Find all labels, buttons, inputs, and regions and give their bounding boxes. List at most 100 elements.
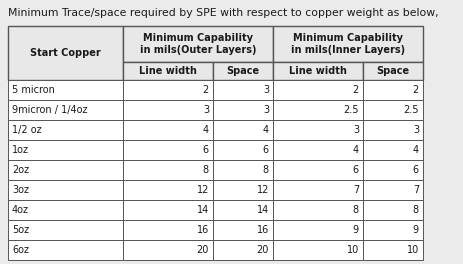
Text: 16: 16 — [256, 225, 269, 235]
Bar — [123, 140, 213, 160]
Text: 9: 9 — [352, 225, 358, 235]
Bar — [213, 180, 272, 200]
Text: 2.5: 2.5 — [403, 105, 418, 115]
Bar — [272, 120, 362, 140]
Bar — [123, 26, 272, 62]
Text: Line width: Line width — [288, 66, 346, 76]
Bar — [8, 140, 123, 160]
Bar — [272, 62, 362, 80]
Text: 6: 6 — [202, 145, 208, 155]
Bar — [362, 140, 422, 160]
Text: 14: 14 — [196, 205, 208, 215]
Text: 9micron / 1/4oz: 9micron / 1/4oz — [12, 105, 88, 115]
Bar — [272, 240, 362, 260]
Text: Space: Space — [375, 66, 409, 76]
Text: 4: 4 — [263, 125, 269, 135]
Bar — [123, 120, 213, 140]
Text: 4: 4 — [412, 145, 418, 155]
Text: 3: 3 — [412, 125, 418, 135]
Text: 8: 8 — [412, 205, 418, 215]
Bar — [123, 240, 213, 260]
Bar — [213, 62, 272, 80]
Text: 6: 6 — [263, 145, 269, 155]
Bar — [8, 26, 123, 80]
Bar — [362, 120, 422, 140]
Text: 3: 3 — [202, 105, 208, 115]
Bar — [272, 220, 362, 240]
Text: 3: 3 — [263, 85, 269, 95]
Text: 2: 2 — [202, 85, 208, 95]
Bar — [123, 160, 213, 180]
Bar — [8, 180, 123, 200]
Text: 1/2 oz: 1/2 oz — [12, 125, 42, 135]
Text: Start Copper: Start Copper — [30, 48, 100, 58]
Bar — [213, 220, 272, 240]
Bar — [362, 180, 422, 200]
Bar — [362, 220, 422, 240]
Bar — [272, 140, 362, 160]
Text: 2: 2 — [412, 85, 418, 95]
Text: 6: 6 — [412, 165, 418, 175]
Bar — [213, 100, 272, 120]
Bar — [213, 200, 272, 220]
Bar — [8, 80, 123, 100]
Bar — [8, 120, 123, 140]
Bar — [272, 200, 362, 220]
Text: Line width: Line width — [139, 66, 196, 76]
Bar — [362, 160, 422, 180]
Text: 9: 9 — [412, 225, 418, 235]
Text: Minimum Capability
in mils(Inner Layers): Minimum Capability in mils(Inner Layers) — [290, 33, 404, 55]
Text: 2oz: 2oz — [12, 165, 29, 175]
Text: 2: 2 — [352, 85, 358, 95]
Text: 6oz: 6oz — [12, 245, 29, 255]
Bar — [362, 100, 422, 120]
Text: 3: 3 — [263, 105, 269, 115]
Bar — [8, 220, 123, 240]
Bar — [8, 200, 123, 220]
Text: 5oz: 5oz — [12, 225, 29, 235]
Bar — [213, 80, 272, 100]
Text: 12: 12 — [256, 185, 269, 195]
Bar — [123, 80, 213, 100]
Text: 14: 14 — [256, 205, 269, 215]
Bar — [123, 62, 213, 80]
Text: Space: Space — [226, 66, 259, 76]
Text: 7: 7 — [412, 185, 418, 195]
Bar — [362, 80, 422, 100]
Bar — [362, 200, 422, 220]
Bar — [272, 100, 362, 120]
Bar — [362, 240, 422, 260]
Text: 4oz: 4oz — [12, 205, 29, 215]
Text: 4: 4 — [352, 145, 358, 155]
Text: 8: 8 — [352, 205, 358, 215]
Bar — [123, 220, 213, 240]
Bar — [362, 62, 422, 80]
Text: 10: 10 — [406, 245, 418, 255]
Bar — [213, 240, 272, 260]
Bar — [123, 200, 213, 220]
Text: 4: 4 — [202, 125, 208, 135]
Text: 6: 6 — [352, 165, 358, 175]
Text: 1oz: 1oz — [12, 145, 29, 155]
Bar — [213, 120, 272, 140]
Bar — [213, 160, 272, 180]
Bar — [272, 180, 362, 200]
Text: Minimum Trace/space required by SPE with respect to copper weight as below,: Minimum Trace/space required by SPE with… — [8, 8, 438, 18]
Text: 7: 7 — [352, 185, 358, 195]
Text: 12: 12 — [196, 185, 208, 195]
Text: 16: 16 — [196, 225, 208, 235]
Bar — [272, 26, 422, 62]
Text: 8: 8 — [202, 165, 208, 175]
Text: 3: 3 — [352, 125, 358, 135]
Text: 2.5: 2.5 — [343, 105, 358, 115]
Text: Minimum Capability
in mils(Outer Layers): Minimum Capability in mils(Outer Layers) — [139, 33, 256, 55]
Text: 10: 10 — [346, 245, 358, 255]
Text: 20: 20 — [256, 245, 269, 255]
Text: 5 micron: 5 micron — [12, 85, 55, 95]
Bar — [213, 140, 272, 160]
Bar — [8, 240, 123, 260]
Text: 20: 20 — [196, 245, 208, 255]
Bar — [123, 180, 213, 200]
Bar — [123, 100, 213, 120]
Bar — [8, 160, 123, 180]
